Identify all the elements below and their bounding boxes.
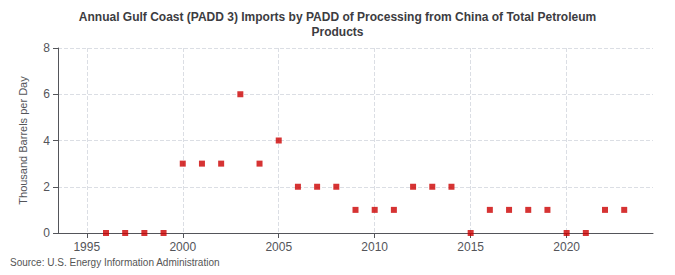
- svg-text:Source: U.S. Energy Informatio: Source: U.S. Energy Information Administ…: [10, 257, 220, 268]
- svg-text:2010: 2010: [361, 240, 388, 254]
- svg-text:Products: Products: [311, 25, 363, 39]
- svg-text:2005: 2005: [265, 240, 292, 254]
- svg-text:2000: 2000: [169, 240, 196, 254]
- svg-text:1995: 1995: [73, 240, 100, 254]
- svg-text:Annual Gulf Coast (PADD 3) Imp: Annual Gulf Coast (PADD 3) Imports by PA…: [79, 10, 596, 24]
- svg-text:2020: 2020: [553, 240, 580, 254]
- svg-text:6: 6: [43, 87, 50, 101]
- svg-text:2015: 2015: [457, 240, 484, 254]
- svg-text:4: 4: [43, 134, 50, 148]
- svg-text:2: 2: [43, 180, 50, 194]
- svg-text:Thousand Barrels per Day: Thousand Barrels per Day: [17, 76, 29, 205]
- svg-text:8: 8: [43, 41, 50, 55]
- svg-text:0: 0: [43, 226, 50, 240]
